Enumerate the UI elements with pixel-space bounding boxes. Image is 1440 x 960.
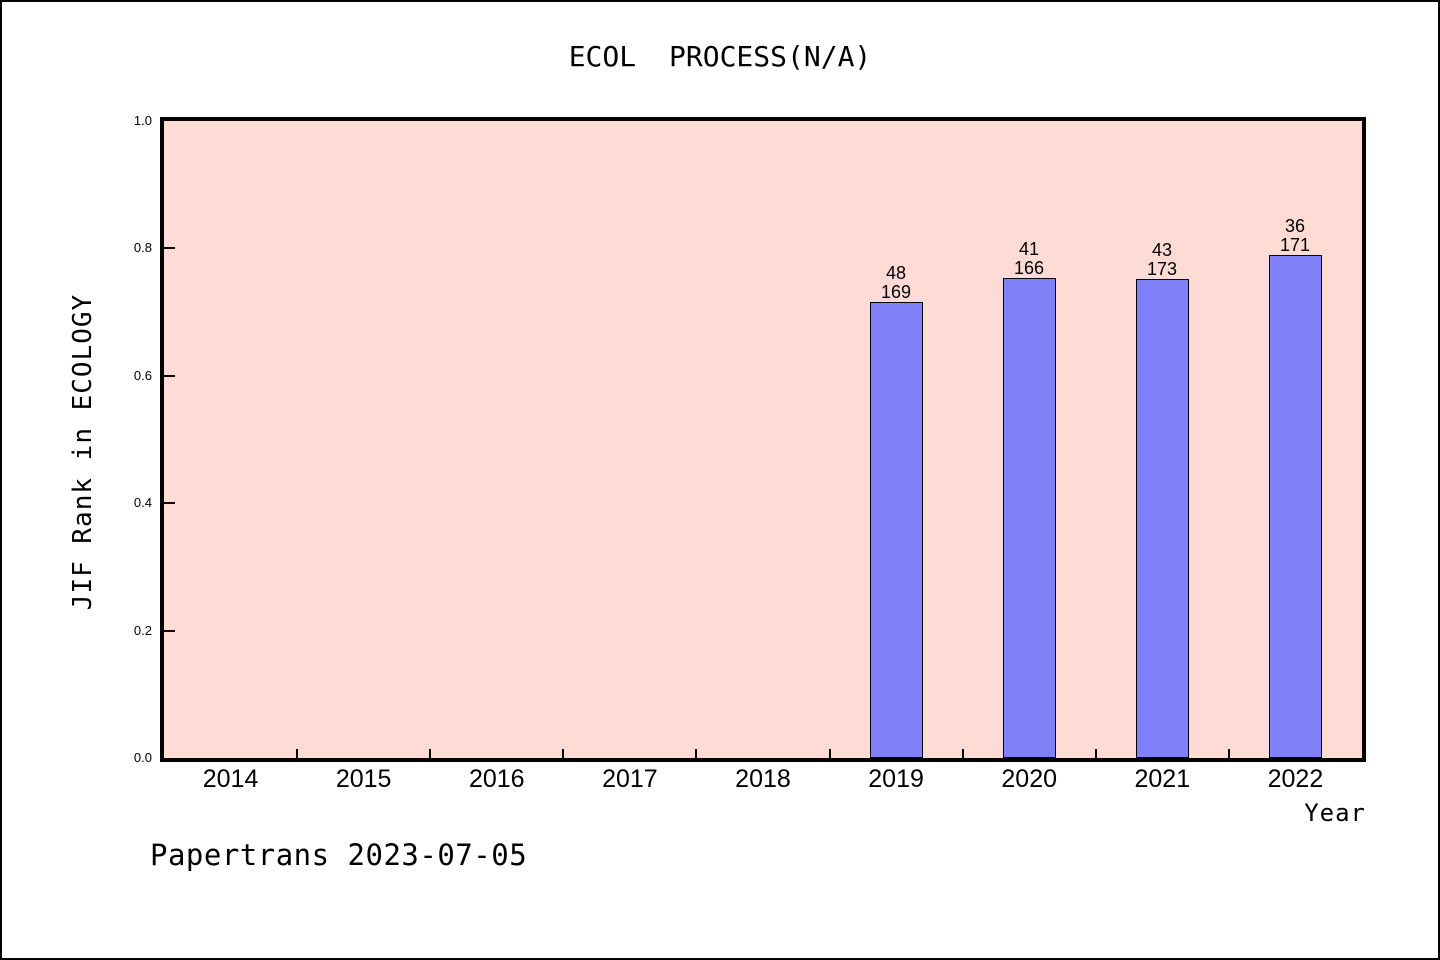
y-tick-label: 1.0 (133, 113, 152, 128)
bar-total-value: 166 (1013, 258, 1045, 278)
x-tick-mark (695, 749, 698, 758)
x-tick-mark (1227, 749, 1230, 758)
y-tick-mark (164, 629, 175, 632)
bar-2020 (1003, 278, 1056, 758)
bar-rank-value: 43 (1151, 240, 1173, 260)
bar-total-value: 169 (880, 282, 912, 302)
bar-rank-value: 36 (1284, 216, 1306, 236)
x-tick-label: 2018 (735, 765, 791, 793)
bar-annotation-2019: 48 169 (851, 264, 941, 302)
x-tick-label: 2015 (335, 765, 392, 793)
bar-total-value: 171 (1279, 235, 1311, 255)
bar-total-value: 173 (1146, 259, 1178, 279)
x-tick-label: 2014 (202, 765, 259, 793)
x-tick-mark (296, 749, 299, 758)
bar-annotation-2021: 43 173 (1117, 241, 1207, 279)
bar-2019 (870, 302, 923, 758)
y-tick-mark (164, 247, 175, 250)
y-tick-label: 0.0 (133, 750, 152, 765)
bar-annotation-2022: 36 171 (1250, 217, 1340, 255)
bar-rank-value: 41 (1018, 239, 1040, 259)
y-axis-label: JIF Rank in ECOLOGY (68, 293, 98, 611)
x-tick-mark (429, 749, 432, 758)
x-tick-label: 2021 (1134, 765, 1191, 793)
bar-annotation-2020: 41 166 (984, 240, 1074, 278)
watermark-text: Papertrans 2023-07-05 (150, 838, 528, 872)
y-tick-mark (164, 374, 175, 377)
x-tick-label: 2022 (1267, 765, 1324, 793)
y-tick-label: 0.8 (133, 240, 152, 256)
bar-2022 (1269, 255, 1322, 758)
x-tick-mark (562, 749, 565, 758)
bar-2021 (1136, 279, 1189, 758)
x-tick-mark (961, 749, 964, 758)
y-tick-mark (164, 502, 175, 505)
x-tick-label: 2016 (468, 765, 525, 793)
x-tick-mark (828, 749, 831, 758)
y-tick-label: 0.2 (133, 622, 152, 638)
x-tick-label: 2020 (1001, 765, 1058, 793)
chart-title: ECOL PROCESS(N/A) (568, 40, 872, 73)
x-tick-label: 2019 (868, 765, 924, 793)
y-tick-label: 0.4 (133, 495, 152, 511)
x-axis-label: Year (1304, 799, 1366, 827)
x-tick-mark (1094, 749, 1097, 758)
plot-area: 48 169 41 166 43 173 36 171 (160, 117, 1366, 762)
y-tick-label: 0.6 (133, 367, 152, 383)
bar-rank-value: 48 (885, 263, 907, 283)
x-tick-label: 2017 (602, 765, 658, 793)
